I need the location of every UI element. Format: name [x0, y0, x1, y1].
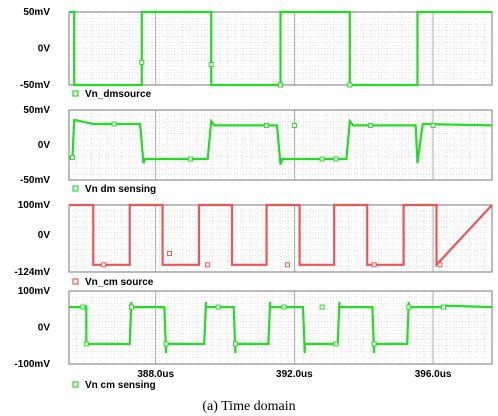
- series-marker: [128, 304, 134, 310]
- x-tick-label: 388.0us: [137, 369, 174, 380]
- series-marker: [101, 262, 107, 268]
- y-tick-label: 100mV: [18, 200, 51, 211]
- panel-2: 50mV 0V -50mV Vn dm sensing: [20, 105, 493, 195]
- series-marker: [69, 155, 75, 161]
- series-marker: [319, 156, 325, 162]
- series-line: [69, 118, 493, 165]
- series-marker: [111, 121, 117, 127]
- y-tick-label: -100mV: [14, 359, 50, 370]
- series-marker: [208, 62, 214, 68]
- plot-frame: [68, 290, 493, 365]
- y-tick-label: 0V: [38, 44, 51, 55]
- panel-3: 100mV 0V -124mV Vn_cm source: [14, 200, 493, 288]
- y-tick-label: 50mV: [23, 7, 50, 18]
- y-tick-label: -50mV: [20, 80, 50, 91]
- legend-swatch: [72, 185, 79, 192]
- x-tick-label: 392.0us: [276, 369, 313, 380]
- series-marker: [278, 82, 283, 88]
- x-axis-ticks: 388.0us 392.0us 396.0us: [137, 369, 452, 380]
- series-marker: [80, 304, 86, 310]
- legend-swatch: [72, 381, 79, 388]
- panel-4: 100mV 0V -100mV Vn cm sensing: [14, 286, 493, 391]
- y-tick-label: 50mV: [23, 105, 50, 116]
- series-marker: [264, 122, 270, 128]
- plot-frame: [68, 109, 493, 181]
- series-line: [69, 10, 492, 87]
- series-marker: [319, 304, 325, 310]
- series-marker: [167, 250, 173, 256]
- y-tick-label: 0V: [38, 230, 51, 241]
- series-marker: [430, 122, 436, 128]
- series-marker: [333, 156, 339, 162]
- series-marker: [83, 341, 89, 347]
- y-tick-label: -124mV: [14, 267, 50, 278]
- series-marker: [139, 59, 145, 65]
- series-marker: [232, 341, 238, 347]
- series-line: [69, 301, 493, 354]
- series-marker: [284, 262, 290, 268]
- legend-label: Vn dm sensing: [85, 184, 156, 195]
- y-tick-label: -50mV: [20, 175, 50, 186]
- series-marker: [281, 304, 287, 310]
- series-line: [69, 203, 493, 268]
- legend-label: Vn_dmsource: [85, 89, 152, 100]
- y-tick-label: 0V: [38, 140, 51, 151]
- legend-swatch: [72, 278, 79, 285]
- y-tick-label: 100mV: [18, 286, 51, 297]
- series-marker: [187, 156, 193, 162]
- chart-panels: 50mV 0V -50mV Vn_dmsource 50mV 0V -50mV Vn dm s…: [14, 7, 493, 391]
- figure-caption: (a) Time domain: [202, 399, 295, 414]
- series-marker: [437, 262, 443, 268]
- series-marker: [215, 304, 221, 310]
- legend-swatch: [72, 90, 79, 97]
- series-marker: [163, 341, 169, 347]
- x-tick-label: 396.0us: [415, 369, 452, 380]
- series-marker: [368, 122, 374, 128]
- y-tick-label: 0V: [38, 323, 51, 334]
- series-marker: [333, 341, 339, 347]
- legend-label: Vn_cm source: [85, 277, 154, 288]
- series-marker: [440, 304, 446, 310]
- panel-1: 50mV 0V -50mV Vn_dmsource: [20, 7, 493, 100]
- series-marker: [205, 262, 211, 268]
- series-marker: [371, 262, 377, 268]
- series-marker: [291, 122, 297, 128]
- legend-label: Vn cm sensing: [85, 380, 156, 391]
- series-marker: [371, 341, 377, 347]
- series-marker: [347, 82, 353, 88]
- series-marker: [406, 304, 412, 310]
